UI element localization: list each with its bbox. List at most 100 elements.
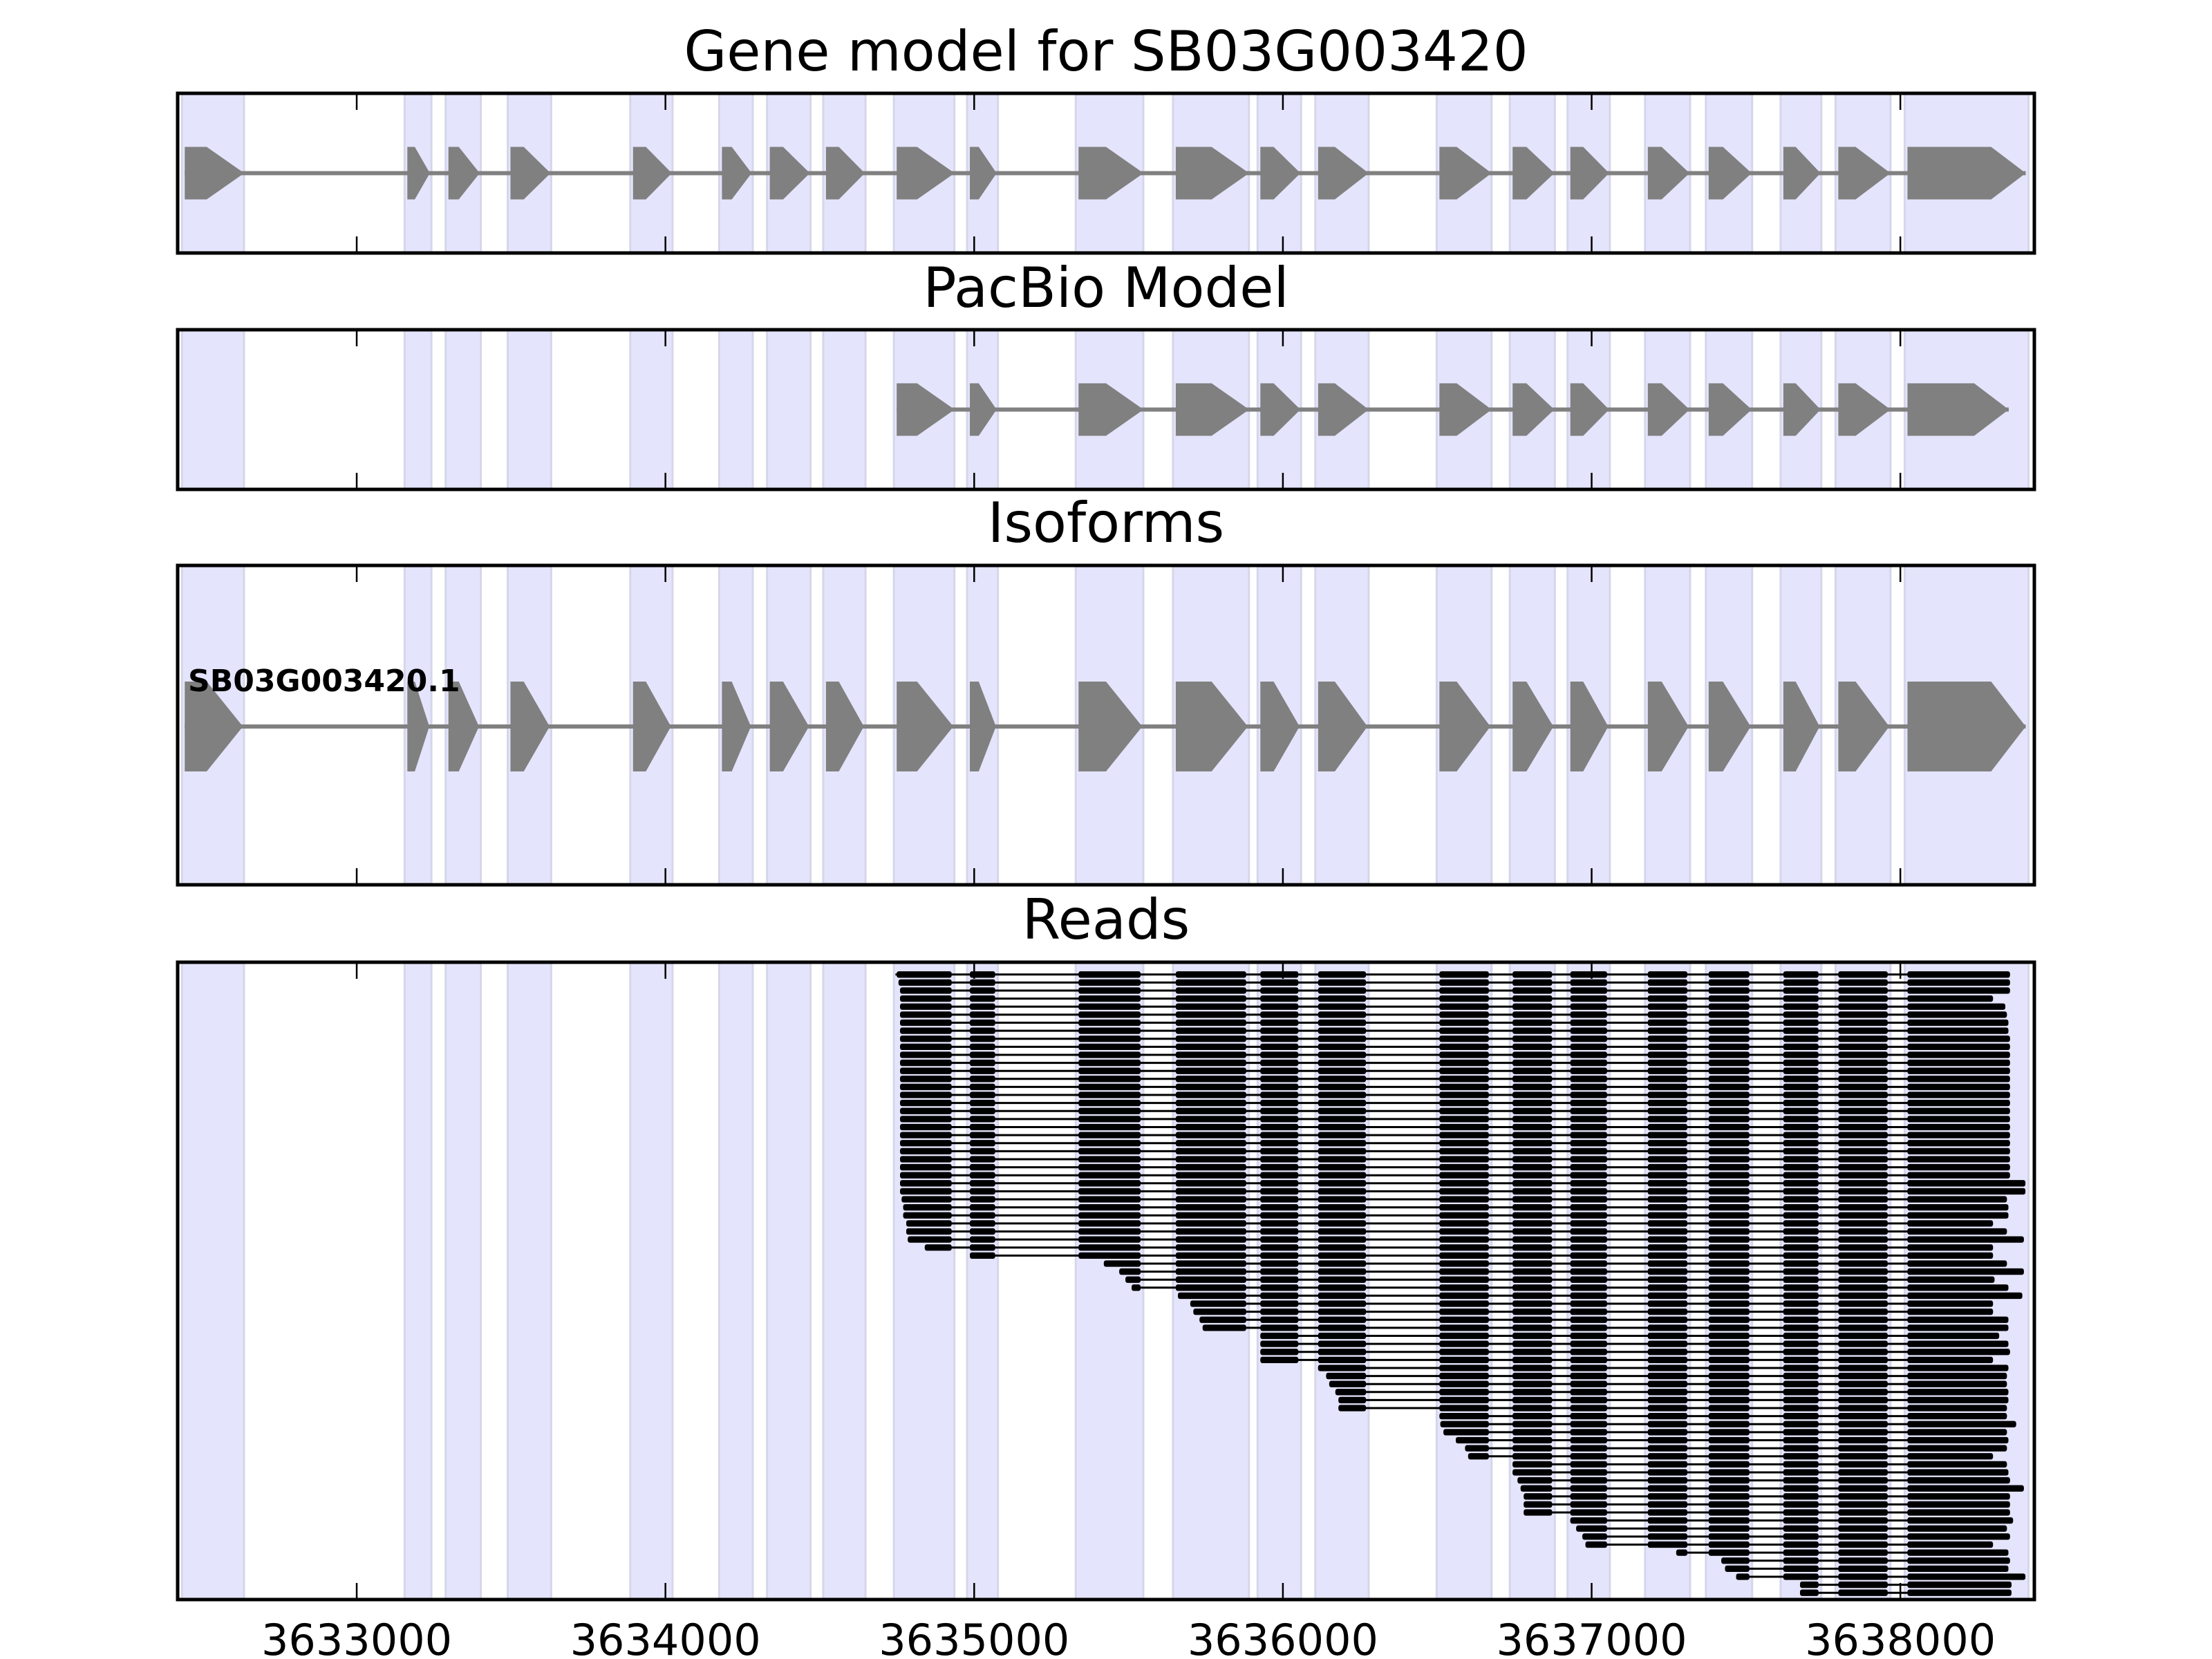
read-exon-block bbox=[970, 1163, 995, 1171]
read-exon-block bbox=[1078, 1172, 1141, 1179]
read-exon-block bbox=[1260, 1236, 1299, 1243]
exon-block bbox=[1260, 682, 1299, 771]
read-exon-block bbox=[1439, 1083, 1489, 1091]
read-exon-block bbox=[1175, 1156, 1246, 1163]
read-exon-block bbox=[1512, 1051, 1553, 1058]
read-exon-block bbox=[901, 1196, 952, 1203]
read-exon-block bbox=[1512, 1204, 1553, 1211]
read-exon-block bbox=[970, 1220, 995, 1227]
exon-block bbox=[1512, 147, 1553, 200]
exon-block bbox=[1783, 682, 1819, 771]
read-exon-block bbox=[1838, 1589, 1888, 1596]
read-exon-block bbox=[1318, 1076, 1367, 1082]
read-exon-block bbox=[1570, 1501, 1607, 1508]
read-exon-block bbox=[1647, 1372, 1687, 1380]
read-exon-block bbox=[900, 1132, 952, 1138]
read-exon-block bbox=[1907, 1019, 2009, 1027]
read-exon-block bbox=[1439, 1147, 1489, 1154]
read-exon-block bbox=[970, 1140, 995, 1147]
read-exon-block bbox=[1907, 1525, 2007, 1532]
read-exon-block bbox=[900, 995, 952, 1002]
read-exon-block bbox=[1708, 1244, 1750, 1251]
read-exon-block bbox=[1512, 1413, 1553, 1420]
read-exon-block bbox=[970, 1252, 995, 1259]
read-exon-block bbox=[970, 1123, 995, 1131]
read-exon-block bbox=[1647, 1517, 1687, 1524]
read-exon-block bbox=[1708, 1276, 1750, 1283]
read-exon-block bbox=[1318, 1292, 1367, 1300]
read-exon-block bbox=[1260, 1132, 1299, 1138]
read-exon-block bbox=[1078, 1051, 1141, 1058]
read-exon-block bbox=[1465, 1445, 1489, 1452]
read-exon-block bbox=[1838, 1011, 1888, 1018]
read-exon-block bbox=[1783, 1565, 1819, 1572]
read-exon-block bbox=[900, 1019, 952, 1027]
read-exon-block bbox=[1570, 1083, 1607, 1091]
read-exon-block bbox=[1260, 1011, 1299, 1018]
read-exon-block bbox=[1647, 1027, 1687, 1034]
read-exon-block bbox=[1318, 1300, 1367, 1307]
read-exon-block bbox=[1907, 1557, 2010, 1564]
read-exon-block bbox=[1318, 1284, 1367, 1291]
read-exon-block bbox=[900, 1083, 952, 1091]
read-exon-block bbox=[1318, 979, 1367, 986]
read-exon-block bbox=[1907, 1485, 2024, 1492]
read-exon-block bbox=[1647, 1091, 1687, 1098]
read-exon-block bbox=[1175, 1140, 1246, 1147]
read-exon-block bbox=[1329, 1380, 1367, 1387]
read-exon-block bbox=[1838, 1156, 1888, 1163]
read-exon-block bbox=[1512, 1268, 1553, 1275]
read-exon-block bbox=[1783, 1228, 1819, 1235]
read-exon-block bbox=[1318, 1091, 1367, 1098]
read-exon-block bbox=[970, 1043, 995, 1050]
read-exon-block bbox=[1838, 1284, 1888, 1291]
read-exon-block bbox=[1647, 1140, 1687, 1147]
read-exon-block bbox=[970, 1019, 995, 1027]
read-exon-block bbox=[1175, 1260, 1246, 1267]
isoform-label: SB03G003420.1 bbox=[188, 664, 460, 699]
read-exon-block bbox=[1838, 1163, 1888, 1171]
read-exon-block bbox=[1838, 1132, 1888, 1138]
read-exon-block bbox=[1647, 1043, 1687, 1050]
read-exon-block bbox=[1260, 1292, 1299, 1300]
read-exon-block bbox=[1318, 1172, 1367, 1179]
read-exon-block bbox=[1647, 1268, 1687, 1275]
read-exon-block bbox=[1708, 1453, 1750, 1460]
read-exon-block bbox=[1326, 1372, 1367, 1380]
read-exon-block bbox=[1524, 1501, 1553, 1508]
read-exon-block bbox=[970, 1188, 995, 1195]
exon-shade bbox=[444, 961, 482, 1601]
read-exon-block bbox=[1570, 1436, 1607, 1444]
read-exon-block bbox=[1570, 1003, 1607, 1010]
read-exon-block bbox=[1647, 1421, 1687, 1427]
read-exon-block bbox=[1512, 1260, 1553, 1267]
read-exon-block bbox=[1570, 1123, 1607, 1131]
exon-shade bbox=[180, 328, 245, 491]
read-exon-block bbox=[1570, 1332, 1607, 1340]
exon-shade bbox=[403, 328, 433, 491]
read-exon-block bbox=[1175, 1083, 1246, 1091]
read-exon-block bbox=[1708, 1268, 1750, 1275]
read-exon-block bbox=[900, 1100, 952, 1107]
exon-shade bbox=[718, 328, 754, 491]
read-exon-block bbox=[1838, 1027, 1888, 1034]
read-exon-block bbox=[900, 1067, 952, 1074]
exon-shade bbox=[629, 328, 674, 491]
exon-block bbox=[1708, 383, 1750, 436]
read-exon-block bbox=[1907, 1035, 2010, 1042]
read-exon-block bbox=[1838, 1372, 1888, 1380]
read-exon-block bbox=[1260, 1356, 1299, 1363]
read-exon-block bbox=[1318, 1332, 1367, 1340]
read-exon-block bbox=[900, 1172, 952, 1179]
read-exon-block bbox=[1570, 1019, 1607, 1027]
read-exon-block bbox=[1647, 1252, 1687, 1259]
exon-block bbox=[897, 383, 952, 436]
read-exon-block bbox=[1570, 987, 1607, 994]
read-exon-block bbox=[1512, 1011, 1553, 1018]
read-exon-block bbox=[1783, 1003, 1819, 1010]
read-exon-block bbox=[1783, 1035, 1819, 1042]
read-exon-block bbox=[900, 1107, 952, 1114]
read-exon-block bbox=[1838, 1573, 1888, 1580]
read-exon-block bbox=[1512, 1405, 1553, 1412]
read-exon-block bbox=[1783, 1156, 1819, 1163]
